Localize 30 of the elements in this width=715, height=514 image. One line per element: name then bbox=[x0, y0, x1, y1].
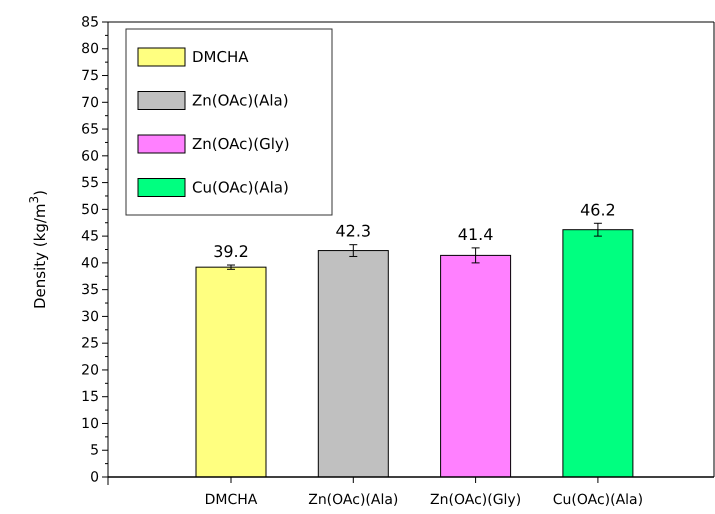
y-tick-label: 55 bbox=[81, 175, 99, 192]
y-tick-label: 30 bbox=[81, 308, 99, 325]
legend-label: Cu(OAc)(Ala) bbox=[192, 178, 289, 196]
y-tick-label: 0 bbox=[90, 469, 99, 486]
y-tick-label: 65 bbox=[81, 122, 99, 138]
y-tick-label: 45 bbox=[81, 228, 99, 245]
y-tick-label: 85 bbox=[81, 14, 99, 30]
legend-label: Zn(OAc)(Gly) bbox=[192, 135, 290, 153]
x-tick-label: Zn(OAc)(Gly) bbox=[430, 492, 522, 508]
y-tick-label: 10 bbox=[81, 416, 99, 432]
y-tick-label: 75 bbox=[81, 68, 99, 84]
y-tick-label: 15 bbox=[81, 389, 99, 406]
x-tick-label: DMCHA bbox=[204, 492, 258, 508]
y-tick-label: 25 bbox=[81, 336, 99, 352]
x-tick-label: Cu(OAc)(Ala) bbox=[552, 492, 644, 508]
data-label: 42.3 bbox=[335, 222, 372, 241]
data-label: 41.4 bbox=[458, 224, 494, 244]
legend-label: Zn(OAc)(Ala) bbox=[192, 92, 289, 110]
data-label: 46.2 bbox=[580, 200, 616, 220]
y-tick-label: 80 bbox=[81, 41, 99, 58]
data-label: 39.2 bbox=[213, 242, 249, 262]
y-tick-label: 35 bbox=[81, 282, 99, 298]
y-tick-label: 20 bbox=[81, 362, 99, 378]
y-tick-label: 5 bbox=[90, 442, 99, 459]
y-tick-label: 50 bbox=[81, 202, 99, 218]
legend-label: DMCHA bbox=[192, 48, 250, 66]
y-tick-label: 60 bbox=[81, 148, 99, 164]
y-tick-label: 40 bbox=[81, 255, 99, 272]
y-tick-label: 70 bbox=[81, 94, 99, 111]
x-tick-label: Zn(OAc)(Ala) bbox=[308, 492, 398, 508]
